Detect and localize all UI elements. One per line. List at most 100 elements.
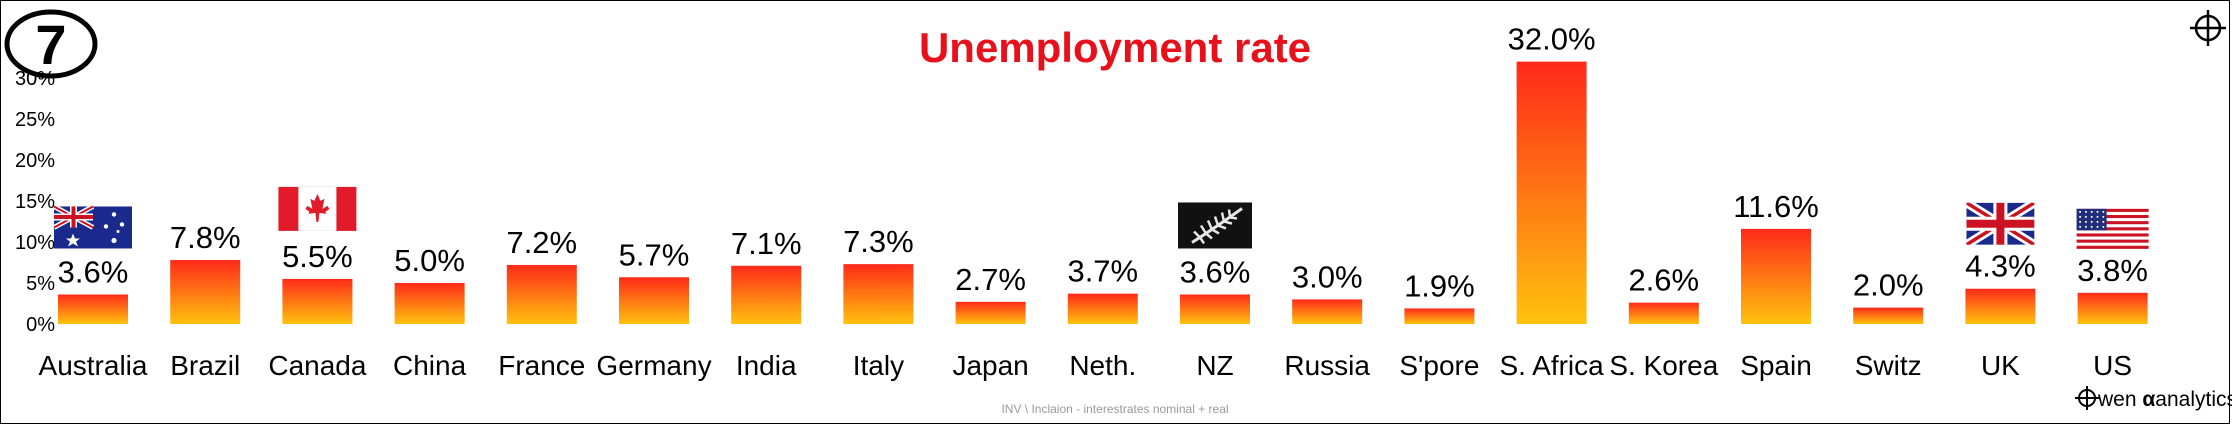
us-flag-star — [2079, 210, 2082, 213]
bar — [1067, 293, 1138, 324]
x-tick-label: Australia — [39, 350, 148, 381]
value-label: 5.0% — [394, 243, 465, 278]
x-tick-label: S'pore — [1399, 350, 1479, 381]
x-axis-labels: Australia Brazil Canada China France Germany I… — [39, 350, 2133, 381]
brand-name: wen αanalytics — [2097, 388, 2232, 411]
bar — [1292, 299, 1363, 324]
value-label: 5.5% — [282, 239, 353, 274]
y-tick-label: 5% — [26, 273, 55, 295]
bar — [58, 294, 128, 324]
x-tick-label: Germany — [596, 350, 711, 381]
x-tick-label: UK — [1981, 350, 2020, 381]
us-flag-star — [2102, 210, 2105, 213]
x-tick-label: China — [393, 350, 467, 381]
bar — [1516, 61, 1587, 324]
us-flag-icon — [2076, 208, 2149, 249]
value-label: 2.6% — [1628, 263, 1699, 298]
bar — [1404, 308, 1475, 324]
y-tick-label: 30% — [15, 68, 55, 90]
x-tick-label: Brazil — [170, 350, 240, 381]
value-label: 3.0% — [1292, 259, 1363, 294]
us-flag-star — [2096, 220, 2099, 223]
x-tick-label: Japan — [952, 350, 1028, 381]
us-flag-star — [2102, 225, 2105, 228]
bar — [1628, 302, 1699, 324]
value-label: 7.8% — [170, 220, 241, 255]
value-label: 4.3% — [1965, 249, 2036, 284]
us-flag-star — [2102, 215, 2105, 218]
footer-note: INV \ Inclaion - interestrates nominal +… — [1001, 402, 1228, 416]
us-flag-star — [2090, 210, 2093, 213]
value-label: 32.0% — [1508, 22, 1596, 57]
value-label: 2.7% — [955, 262, 1026, 297]
us-flag-star — [2079, 215, 2082, 218]
us-flag-star — [2084, 215, 2087, 218]
x-tick-label: Spain — [1740, 350, 1812, 381]
value-label: 7.2% — [506, 225, 577, 260]
y-tick-label: 10% — [15, 232, 55, 254]
us-flag-star — [2090, 225, 2093, 228]
bar — [2077, 292, 2148, 324]
value-label: 11.6% — [1733, 189, 1819, 224]
value-label: 3.6% — [58, 254, 129, 289]
bar — [1853, 307, 1924, 324]
canada-flag-icon — [278, 186, 357, 231]
us-flag-stripe — [2076, 221, 2149, 225]
us-flag-star — [2096, 225, 2099, 228]
us-flag-star — [2084, 210, 2087, 213]
brand-crosshair-icon — [2075, 386, 2099, 410]
x-tick-label: Italy — [853, 350, 904, 381]
x-tick-label: Russia — [1284, 350, 1370, 381]
x-tick-label: Switz — [1855, 350, 1922, 381]
brand-logo: wen αanalytics — [2075, 386, 2232, 411]
y-tick-label: 20% — [15, 150, 55, 172]
bar — [1180, 294, 1250, 324]
value-label: 7.3% — [843, 224, 914, 259]
us-flag-stripe — [2076, 239, 2149, 243]
y-tick-label: 15% — [15, 191, 55, 213]
y-tick-label: 25% — [15, 109, 55, 131]
value-label: 7.1% — [731, 226, 802, 261]
x-tick-label: Canada — [268, 350, 367, 381]
x-tick-label: US — [2093, 350, 2132, 381]
crosshair-icon — [2190, 10, 2226, 46]
x-tick-label: France — [498, 350, 585, 381]
us-flag-star — [2090, 220, 2093, 223]
value-label: 5.7% — [619, 237, 690, 272]
value-label: 3.7% — [1067, 254, 1138, 289]
us-flag-stripe — [2076, 227, 2149, 231]
us-flag-star — [2096, 210, 2099, 213]
y-axis: 0% 5% 10% 15% 20% 25% 30% — [15, 68, 55, 336]
australia-flag-icon — [52, 204, 132, 249]
bar — [843, 264, 914, 324]
us-flag-star — [2084, 225, 2087, 228]
us-flag-stripe — [2076, 214, 2149, 219]
chart-title: Unemployment rate — [919, 24, 1311, 71]
value-label: 3.8% — [2077, 253, 2148, 288]
y-tick-label: 0% — [26, 314, 55, 336]
us-flag-star — [2090, 215, 2093, 218]
value-label: 2.0% — [1853, 268, 1924, 303]
us-flag-star — [2102, 220, 2105, 223]
us-flag-star — [2096, 215, 2099, 218]
x-tick-label: S. Africa — [1499, 350, 1604, 381]
us-flag-star — [2084, 220, 2087, 223]
x-tick-label: S. Korea — [1609, 350, 1718, 381]
us-flag-stripe — [2076, 245, 2149, 249]
bars-group — [58, 61, 2148, 324]
bar — [731, 265, 802, 324]
bar — [282, 278, 353, 324]
chart-number-badge: 7 — [4, 9, 98, 79]
value-labels: 3.6% 7.8% 5.5% 5.0% 7.2% 5.7% 7.1% 7.3% 2.7% 3.7%… — [58, 22, 2148, 304]
value-label: 1.9% — [1404, 268, 1475, 303]
us-flag-stripe — [2076, 208, 2149, 212]
x-tick-label: NZ — [1196, 350, 1233, 381]
us-flag-star — [2079, 225, 2082, 228]
x-tick-label: Neth. — [1069, 350, 1136, 381]
us-flag-stripe — [2076, 233, 2149, 237]
bar — [955, 301, 1026, 324]
nz-silver-fern-flag-icon — [1178, 202, 1252, 249]
x-tick-label: India — [736, 350, 797, 381]
